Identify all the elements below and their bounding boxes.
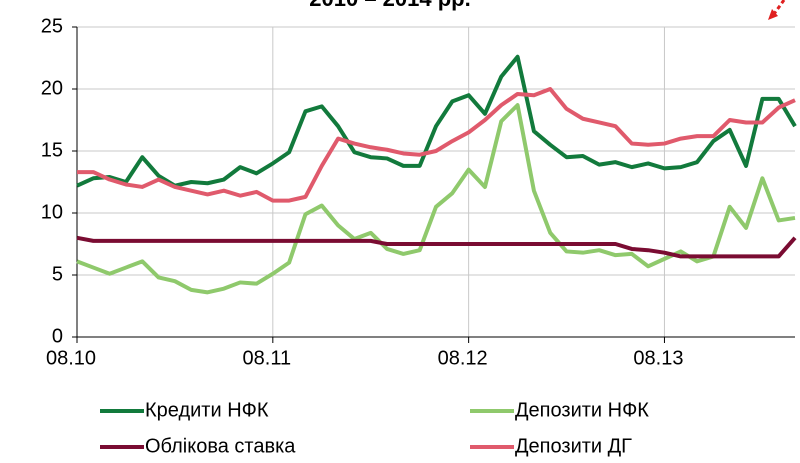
y-tick-label: 15: [41, 139, 63, 161]
series-line: [76, 103, 796, 295]
chart-title: 2010 – 2014 рр.: [309, 0, 470, 11]
legend-label: Депозити ДГ: [515, 435, 632, 457]
series-line: [76, 54, 797, 188]
legend-label: Кредити НФК: [145, 399, 269, 421]
x-tick-label: 08.11: [243, 347, 292, 369]
series-line: [77, 87, 796, 203]
x-tick-label: 08.10: [46, 347, 96, 369]
legend-label: Облікова ставка: [145, 435, 296, 457]
y-tick-label: 0: [52, 325, 63, 347]
y-tick-label: 25: [41, 15, 63, 37]
legend-label: Депозити НФК: [515, 399, 649, 421]
x-tick-label: 08.12: [438, 347, 488, 369]
y-tick-label: 10: [41, 201, 63, 223]
x-tick-label: 08.13: [633, 347, 683, 369]
y-tick-label: 20: [41, 77, 63, 99]
arrow: [768, 0, 786, 20]
series-line: [76, 235, 797, 259]
y-tick-label: 5: [52, 263, 63, 285]
